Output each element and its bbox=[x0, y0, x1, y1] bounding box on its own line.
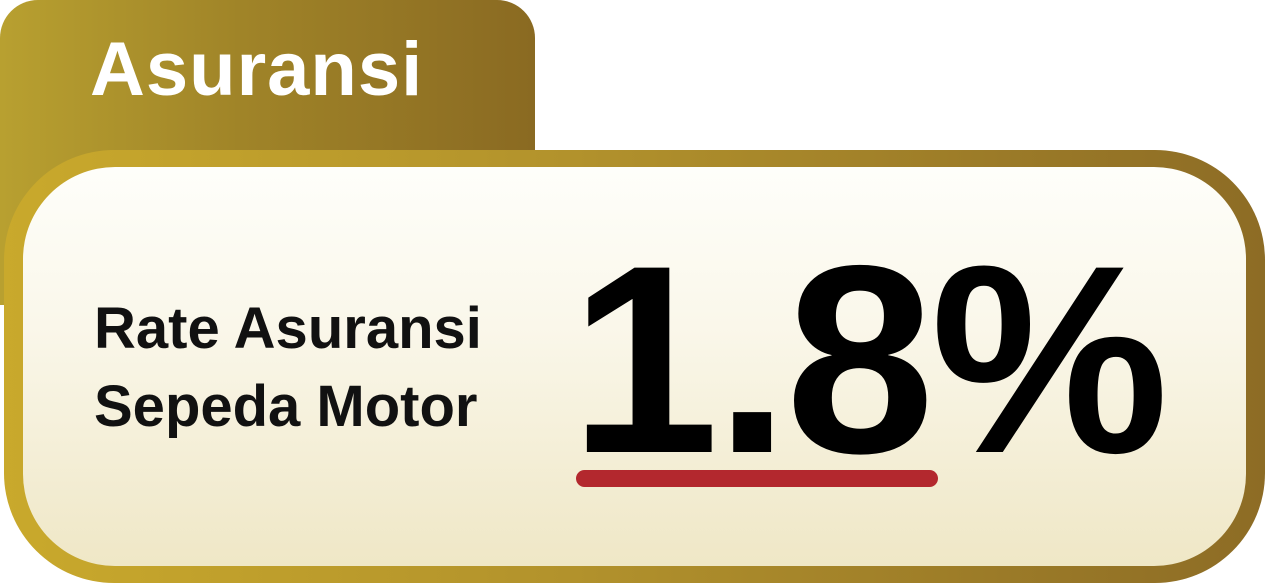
rate-value: 1.8% bbox=[570, 209, 1169, 509]
rate-label-line-2: Sepeda Motor bbox=[94, 374, 478, 439]
rate-card-body bbox=[23, 167, 1246, 566]
rate-label-line-1: Rate Asuransi bbox=[94, 296, 482, 361]
rate-card bbox=[4, 150, 1265, 583]
rate-underline bbox=[576, 470, 938, 487]
category-tab-label: Asuransi bbox=[90, 27, 424, 112]
